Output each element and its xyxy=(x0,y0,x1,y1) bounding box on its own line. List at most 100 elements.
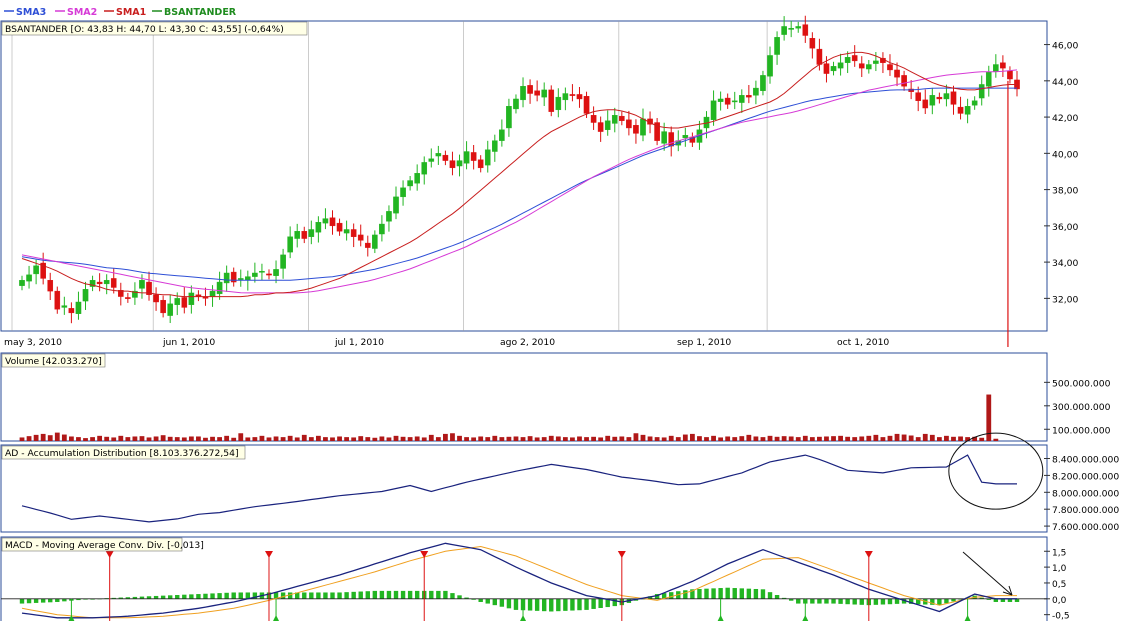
candle-body xyxy=(858,63,865,69)
volume-bar xyxy=(400,436,406,441)
histogram-bar xyxy=(436,590,441,599)
histogram-bar xyxy=(894,598,900,604)
volume-bar xyxy=(146,437,152,441)
candle-body xyxy=(809,38,816,49)
candle-body xyxy=(548,89,555,112)
volume-bar xyxy=(598,437,604,441)
volume-bar xyxy=(308,437,314,441)
histogram-bar xyxy=(986,598,991,600)
histogram-bar xyxy=(930,598,935,605)
volume-bar xyxy=(958,436,963,441)
histogram-bar xyxy=(661,593,667,599)
candle-body xyxy=(372,234,378,249)
buy-signal-marker xyxy=(273,615,280,621)
y-tick-label: 1,0 xyxy=(1052,564,1067,574)
volume-bar xyxy=(654,437,660,441)
sell-signal-marker xyxy=(420,551,429,558)
candle-body xyxy=(1000,62,1006,69)
y-tick-label: 46,00 xyxy=(1052,41,1078,52)
volume-bar xyxy=(513,436,519,441)
histogram-bar xyxy=(774,595,780,599)
volume-bar xyxy=(414,436,420,441)
histogram-bar xyxy=(901,598,907,604)
histogram-bar xyxy=(26,598,32,604)
candle-body xyxy=(978,84,985,99)
legend-entry: BSANTANDER xyxy=(164,7,237,18)
volume-bar xyxy=(802,435,808,441)
volume-bar xyxy=(435,437,441,441)
volume-bar xyxy=(499,437,505,441)
histogram-bar xyxy=(175,595,180,599)
candle-body xyxy=(534,90,540,96)
candle-body xyxy=(477,159,484,169)
candle-body xyxy=(929,95,936,106)
volume-bar xyxy=(887,435,893,441)
panel-title: BSANTANDER [O: 43,83 H: 44,70 L: 43,30 C… xyxy=(5,24,284,35)
histogram-bar xyxy=(951,598,956,602)
y-tick-label: 32,00 xyxy=(1052,294,1078,305)
histogram-bar xyxy=(534,598,540,611)
buy-signal-marker xyxy=(964,615,971,621)
candle-body xyxy=(562,93,569,101)
histogram-bar xyxy=(372,590,378,599)
candle-body xyxy=(33,265,39,275)
panel-title: Volume [42.033.270] xyxy=(5,356,102,367)
histogram-bar xyxy=(302,592,307,599)
volume-bar xyxy=(936,437,942,441)
volume-bar xyxy=(478,436,484,441)
candle-body xyxy=(315,222,322,233)
candle-body xyxy=(943,93,950,100)
candle-body xyxy=(273,269,279,276)
candle-body xyxy=(160,299,166,314)
histogram-bar xyxy=(937,598,942,606)
candle-body xyxy=(731,100,738,103)
candle-body xyxy=(407,180,413,187)
volume-bar xyxy=(203,437,208,441)
volume-bar xyxy=(287,435,293,441)
histogram-bar xyxy=(76,598,81,601)
candle-body xyxy=(950,91,957,105)
volume-bar xyxy=(697,436,702,441)
histogram-bar xyxy=(287,592,293,599)
candle-body xyxy=(463,151,470,164)
histogram-bar xyxy=(527,598,533,611)
candle-body xyxy=(513,98,519,110)
candle-body xyxy=(873,60,879,64)
candle-body xyxy=(915,92,922,101)
volume-bar xyxy=(323,437,328,441)
candle-body xyxy=(520,86,526,101)
candle-body xyxy=(301,231,308,239)
candle-body xyxy=(922,99,929,109)
histogram-bar xyxy=(146,596,152,599)
panel-title-box xyxy=(1,353,106,368)
volume-bar xyxy=(675,437,681,441)
candle-body xyxy=(971,100,978,106)
histogram-bar xyxy=(753,588,759,599)
histogram-bar xyxy=(429,590,434,599)
candle-body xyxy=(887,64,893,71)
histogram-bar xyxy=(203,593,208,599)
histogram-bar xyxy=(400,590,406,599)
sma3-line xyxy=(21,87,1017,281)
volume-bar xyxy=(725,436,731,441)
volume-bar xyxy=(965,437,971,441)
y-tick-label: 1,5 xyxy=(1052,548,1066,558)
histogram-bar xyxy=(280,592,286,599)
buy-signal-marker xyxy=(717,615,724,621)
candle-body xyxy=(555,96,562,111)
histogram-bar xyxy=(316,592,321,599)
candle-body xyxy=(139,280,145,289)
legend-entry: SMA3 xyxy=(16,7,46,18)
candle-body xyxy=(294,231,301,239)
volume-bar xyxy=(132,436,138,441)
volume-bar xyxy=(767,435,773,441)
buy-signal-marker xyxy=(802,615,809,621)
candle-body xyxy=(216,281,223,295)
volume-bar xyxy=(570,437,575,441)
volume-bar xyxy=(993,438,999,441)
volume-bar xyxy=(795,437,801,441)
candle-body xyxy=(54,290,61,310)
y-tick-label: 42,00 xyxy=(1052,113,1078,124)
candle-body xyxy=(393,196,399,214)
volume-bar xyxy=(139,436,145,441)
